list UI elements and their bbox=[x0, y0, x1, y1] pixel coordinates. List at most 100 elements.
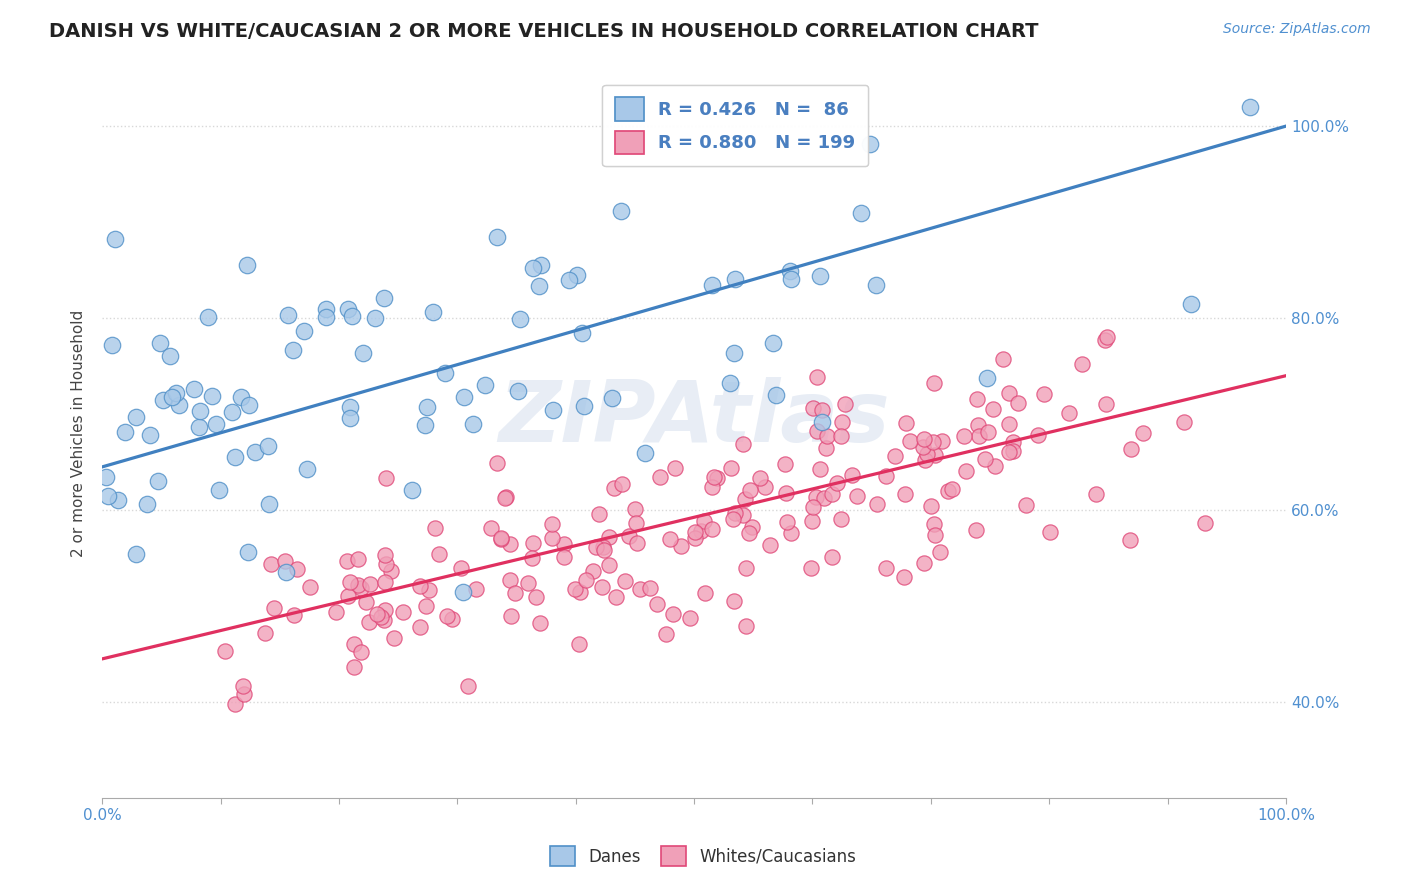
Point bbox=[233, 687, 256, 701]
Point bbox=[731, 436, 754, 450]
Point bbox=[1059, 406, 1081, 420]
Point bbox=[359, 577, 381, 591]
Point bbox=[634, 446, 657, 460]
Point bbox=[409, 579, 432, 593]
Point bbox=[415, 599, 437, 614]
Point bbox=[748, 471, 770, 485]
Point bbox=[830, 429, 852, 443]
Point bbox=[489, 531, 512, 545]
Point bbox=[558, 273, 581, 287]
Point bbox=[603, 481, 626, 495]
Point bbox=[592, 543, 614, 558]
Point bbox=[273, 554, 295, 568]
Legend: R = 0.426   N =  86, R = 0.880   N = 199: R = 0.426 N = 86, R = 0.880 N = 199 bbox=[603, 85, 869, 167]
Point bbox=[912, 440, 935, 454]
Point bbox=[253, 625, 276, 640]
Point bbox=[357, 615, 380, 630]
Point bbox=[427, 547, 450, 561]
Point bbox=[914, 453, 936, 467]
Point bbox=[1119, 533, 1142, 547]
Point bbox=[605, 590, 627, 604]
Point bbox=[187, 420, 209, 434]
Point bbox=[801, 401, 824, 415]
Point bbox=[588, 507, 610, 521]
Point bbox=[800, 515, 823, 529]
Point bbox=[541, 531, 564, 545]
Point bbox=[815, 429, 838, 443]
Point bbox=[624, 501, 647, 516]
Point bbox=[337, 589, 360, 603]
Point bbox=[274, 566, 297, 580]
Point bbox=[779, 264, 801, 278]
Point bbox=[683, 532, 706, 546]
Y-axis label: 2 or more Vehicles in Household: 2 or more Vehicles in Household bbox=[72, 310, 86, 557]
Point bbox=[433, 367, 456, 381]
Point bbox=[336, 554, 359, 568]
Point bbox=[224, 450, 246, 465]
Point bbox=[875, 561, 897, 575]
Point bbox=[648, 470, 671, 484]
Point bbox=[457, 679, 479, 693]
Point bbox=[380, 564, 402, 578]
Point bbox=[374, 574, 396, 589]
Point bbox=[983, 458, 1005, 473]
Point bbox=[553, 536, 575, 550]
Point bbox=[125, 547, 148, 561]
Point bbox=[568, 637, 591, 651]
Point bbox=[292, 324, 315, 338]
Point bbox=[1026, 428, 1049, 442]
Point bbox=[336, 302, 359, 317]
Point bbox=[347, 551, 370, 566]
Point bbox=[808, 269, 831, 284]
Point bbox=[600, 391, 623, 405]
Point bbox=[540, 516, 562, 531]
Point bbox=[107, 493, 129, 508]
Point bbox=[1119, 442, 1142, 457]
Point bbox=[263, 601, 285, 615]
Point bbox=[453, 390, 475, 404]
Point bbox=[260, 557, 283, 571]
Point bbox=[998, 385, 1021, 400]
Point bbox=[953, 429, 976, 443]
Point bbox=[820, 487, 842, 501]
Point bbox=[285, 562, 308, 576]
Point bbox=[479, 521, 502, 535]
Point bbox=[976, 371, 998, 385]
Point bbox=[440, 612, 463, 626]
Point bbox=[259, 497, 281, 511]
Point bbox=[224, 697, 246, 711]
Point bbox=[1132, 425, 1154, 440]
Point bbox=[924, 449, 946, 463]
Point bbox=[928, 544, 950, 558]
Point bbox=[702, 522, 724, 536]
Point bbox=[375, 471, 398, 485]
Point bbox=[495, 490, 517, 504]
Point bbox=[503, 586, 526, 600]
Point bbox=[97, 489, 120, 503]
Point bbox=[339, 575, 361, 590]
Point bbox=[1095, 330, 1118, 344]
Point bbox=[418, 583, 440, 598]
Point bbox=[343, 637, 366, 651]
Point bbox=[159, 349, 181, 363]
Point bbox=[936, 483, 959, 498]
Point bbox=[638, 581, 661, 595]
Point bbox=[375, 558, 398, 572]
Point bbox=[232, 680, 254, 694]
Point bbox=[201, 389, 224, 403]
Point bbox=[243, 444, 266, 458]
Point bbox=[346, 577, 368, 591]
Point bbox=[1015, 498, 1038, 512]
Point bbox=[700, 480, 723, 494]
Point bbox=[721, 512, 744, 526]
Point bbox=[489, 532, 512, 546]
Point bbox=[703, 470, 725, 484]
Point bbox=[981, 401, 1004, 416]
Point bbox=[572, 400, 595, 414]
Point bbox=[499, 537, 522, 551]
Point bbox=[450, 560, 472, 574]
Point bbox=[465, 582, 488, 596]
Point bbox=[765, 387, 787, 401]
Point bbox=[231, 391, 253, 405]
Point bbox=[160, 390, 183, 404]
